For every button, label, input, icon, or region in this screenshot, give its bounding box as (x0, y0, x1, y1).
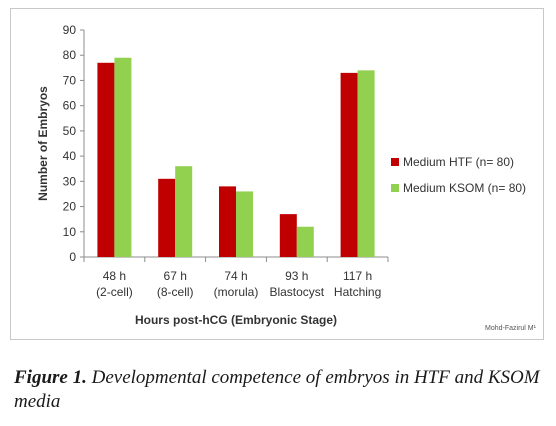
bar-ksom (175, 166, 193, 257)
bar-ksom (114, 57, 132, 257)
bar-htf (97, 62, 115, 258)
y-axis-title: Number of Embryos (36, 86, 50, 201)
y-tick-label: 60 (63, 99, 77, 113)
x-tick-label: (morula) (214, 285, 259, 299)
watermark-text: Mohd-Fazirul M¹ (485, 325, 537, 332)
y-tick-label: 30 (63, 174, 77, 188)
x-tick-label: Blastocyst (269, 285, 324, 299)
x-tick-label: 74 h (224, 269, 247, 283)
y-tick-label: 10 (63, 225, 77, 239)
y-tick-label: 70 (63, 73, 77, 87)
x-tick-label: 117 h (343, 269, 372, 283)
bar-htf (219, 186, 236, 257)
x-axis-title: Hours post-hCG (Embryonic Stage) (135, 313, 337, 327)
figure-caption-text: Developmental competence of embryos in H… (14, 367, 540, 412)
x-tick-label: 48 h (103, 269, 126, 283)
bar-htf (158, 178, 176, 257)
x-tick-label: Hatching (334, 285, 381, 299)
figure-label: Figure 1. (14, 367, 87, 388)
y-tick-label: 40 (63, 149, 77, 163)
x-tick-label: (2-cell) (96, 285, 133, 299)
x-tick-label: (8-cell) (157, 285, 194, 299)
bar-htf (279, 214, 297, 257)
y-tick-label: 90 (63, 23, 77, 37)
bar-ksom (236, 191, 253, 257)
bar-chart: 0 10 20 30 40 50 60 70 80 90 48 h (2-cell) 67 h (8-ce… (36, 23, 537, 332)
x-tick-label: 67 h (164, 269, 187, 283)
y-tick-label: 0 (69, 250, 76, 264)
y-tick-label: 50 (63, 124, 77, 138)
legend-swatch (391, 184, 399, 192)
figure-caption: Figure 1. Developmental competence of em… (14, 366, 550, 414)
bar-ksom (357, 70, 375, 257)
bar-ksom (296, 226, 314, 257)
bar-htf (340, 72, 358, 257)
y-tick-label: 80 (63, 48, 77, 62)
x-tick-label: 93 h (285, 269, 308, 283)
y-tick-label: 20 (63, 200, 77, 214)
legend-label: Medium KSOM (n= 80) (403, 181, 526, 195)
legend-swatch (391, 158, 399, 166)
legend-label: Medium HTF (n= 80) (403, 155, 514, 169)
